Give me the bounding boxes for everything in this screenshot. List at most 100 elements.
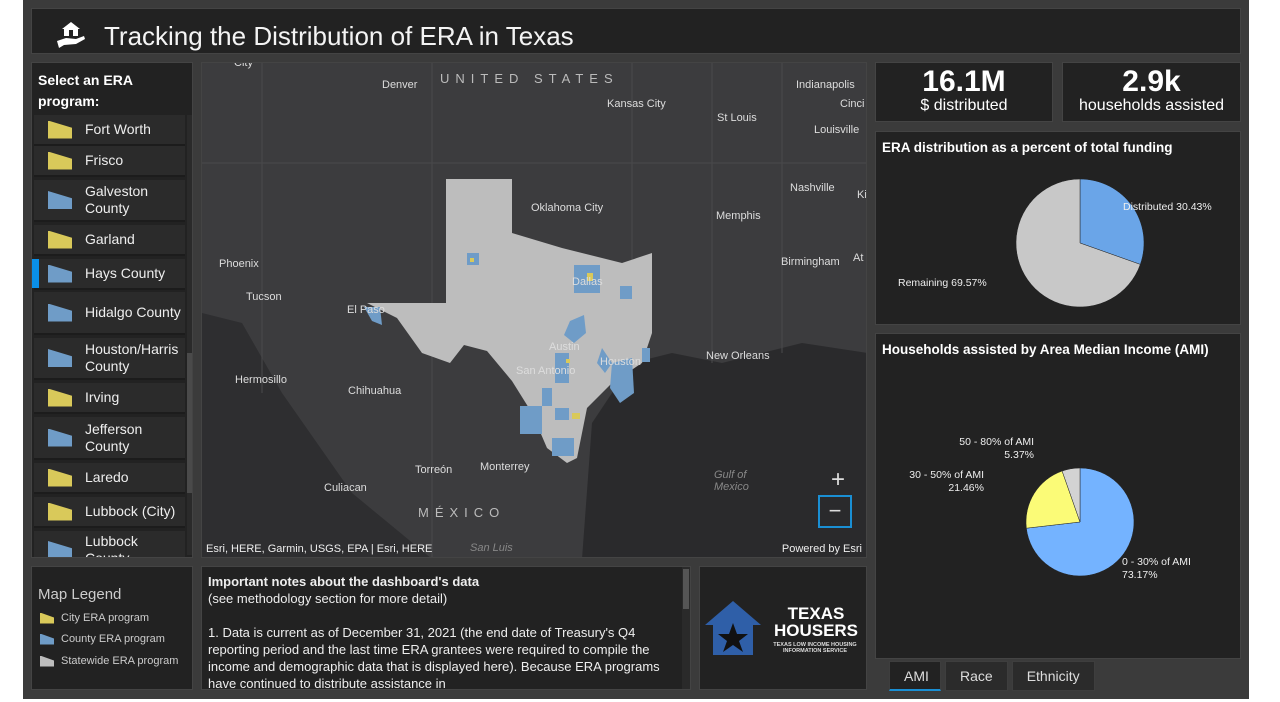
tab-ami[interactable]: AMI: [889, 661, 941, 691]
county-symbol-icon: [48, 541, 72, 557]
map-label-houston: Houston: [600, 356, 641, 368]
county-symbol-icon: [48, 264, 72, 283]
program-label: Frisco: [85, 152, 124, 168]
zoom-out-button[interactable]: −: [818, 495, 852, 528]
program-item[interactable]: Jefferson County: [34, 417, 185, 460]
header: Tracking the Distribution of ERA in Texa…: [31, 8, 1241, 54]
map-label-st-louis: St Louis: [717, 112, 757, 124]
city-symbol-icon: [48, 120, 72, 139]
program-item[interactable]: Fort Worth: [34, 115, 185, 146]
pie-label-0-30: 0 - 30% of AMI 73.17%: [1122, 556, 1191, 581]
program-label: Laredo: [85, 469, 129, 485]
pie-slice-30-50-of-ami[interactable]: [1025, 470, 1081, 529]
distribution-pie: [1015, 178, 1145, 308]
map-label-us: UNITED STATES: [440, 71, 619, 86]
map-label-cinci: Cinci: [840, 98, 865, 110]
program-list-heading: Select an ERA program:: [38, 72, 133, 109]
tab-ethnicity[interactable]: Ethnicity: [1011, 661, 1095, 691]
map-label-torreon: Torreón: [415, 464, 453, 476]
pie-label-distributed: Distributed 30.43%: [1123, 201, 1212, 213]
tab-race[interactable]: Race: [945, 661, 1008, 691]
program-label: Hays County: [85, 265, 166, 281]
map-label-memphis: Memphis: [716, 210, 761, 222]
notes-panel: Important notes about the dashboard's da…: [201, 566, 691, 690]
map-label-mexico: MÉXICO: [418, 505, 506, 520]
county-symbol-icon: [48, 428, 72, 447]
program-item[interactable]: Laredo: [34, 463, 185, 494]
map-label-city-top: City: [234, 62, 253, 69]
county-symbol-icon: [48, 191, 72, 209]
map-label-hermosillo: Hermosillo: [235, 374, 287, 386]
program-item[interactable]: Galveston County: [34, 180, 185, 222]
legend-county: County ERA program: [40, 633, 165, 645]
pie-slice-remaining[interactable]: [1015, 178, 1141, 308]
county-symbol-icon: [40, 633, 54, 645]
texas-housers-logo[interactable]: TEXAS HOUSERS TEXAS LOW INCOME HOUSING IN…: [699, 566, 867, 690]
program-item[interactable]: Irving: [34, 383, 185, 414]
program-list: Select an ERA program: Fort Worth Frisco G…: [31, 62, 193, 558]
scrollbar-thumb[interactable]: [187, 353, 192, 493]
map-label-ki: Ki: [857, 189, 867, 201]
distributed-value: 16.1M: [922, 65, 1006, 98]
households-value: 2.9k: [1122, 65, 1181, 98]
map-attribution[interactable]: Esri, HERE, Garmin, USGS, EPA | Esri, HE…: [206, 543, 433, 555]
county-symbol-icon: [48, 303, 72, 322]
map-label-gulf: Gulf of Mexico: [714, 469, 749, 493]
map-label-austin: Austin: [549, 341, 580, 353]
program-label: Irving: [85, 389, 120, 405]
program-item[interactable]: Lubbock (City): [34, 497, 185, 528]
map-label-louisville: Louisville: [814, 124, 860, 136]
statewide-symbol-icon: [40, 655, 54, 667]
map[interactable]: UNITED STATES MÉXICO Denver Kansas City St L…: [201, 62, 867, 558]
map-label-at: At: [853, 252, 864, 264]
program-label: Hidalgo County: [85, 304, 181, 320]
dashboard: Tracking the Distribution of ERA in Texa…: [23, 0, 1249, 699]
map-label-culiacan: Culiacan: [324, 482, 367, 494]
legend-title: Map Legend: [38, 586, 122, 603]
notes-subtitle: (see methodology section for more detail…: [208, 591, 448, 606]
chart-title: ERA distribution as a percent of total f…: [882, 140, 1173, 155]
ami-chart-panel: Households assisted by Area Median Incom…: [875, 333, 1241, 659]
zoom-in-button[interactable]: +: [830, 466, 845, 493]
map-label-phoenix: Phoenix: [219, 258, 259, 270]
program-item[interactable]: Frisco: [34, 146, 185, 177]
program-item[interactable]: Hays County: [32, 259, 185, 290]
map-legend: Map Legend City ERA program County ERA p…: [31, 566, 193, 690]
map-label-chihuahua: Chihuahua: [348, 385, 402, 397]
scrollbar[interactable]: [187, 115, 192, 555]
stat-households: 2.9k households assisted: [1062, 62, 1241, 122]
program-label: Fort Worth: [85, 121, 151, 137]
notes-scrollbar-thumb[interactable]: [683, 569, 689, 609]
notes-title: Important notes about the dashboard's da…: [208, 574, 480, 589]
map-label-dallas: Dallas: [572, 276, 603, 288]
pie-slice-distributed[interactable]: [1079, 178, 1145, 265]
program-item[interactable]: Lubbock County: [34, 531, 185, 557]
legend-statewide: Statewide ERA program: [40, 655, 178, 667]
chart-tabs: AMI Race Ethnicity: [889, 661, 1095, 693]
program-item[interactable]: Houston/Harris County: [34, 338, 185, 380]
program-label: Lubbock (City): [85, 503, 176, 519]
ami-pie: [1025, 467, 1135, 577]
powered-by-esri[interactable]: Powered by Esri: [781, 543, 862, 555]
map-label-birmingham: Birmingham: [781, 256, 840, 268]
notes-body: 1. Data is current as of December 31, 20…: [208, 625, 660, 690]
city-symbol-icon: [48, 468, 72, 487]
program-label: Jefferson County: [85, 420, 143, 454]
distribution-chart-panel: ERA distribution as a percent of total f…: [875, 131, 1241, 325]
legend-city: City ERA program: [40, 612, 149, 624]
program-label: Galveston County: [85, 183, 149, 216]
map-label-nashville: Nashville: [790, 182, 835, 194]
notes-scrollbar[interactable]: [682, 567, 690, 689]
distributed-label: $ distributed: [920, 97, 1008, 114]
program-label: Garland: [85, 231, 135, 247]
map-label-kansas-city: Kansas City: [607, 98, 666, 110]
pie-label-remaining: Remaining 69.57%: [898, 277, 987, 289]
program-item[interactable]: Garland: [34, 225, 185, 256]
households-label: households assisted: [1079, 97, 1224, 114]
pie-slice-50-80-of-ami[interactable]: [1061, 467, 1081, 523]
page-title: Tracking the Distribution of ERA in Texa…: [104, 21, 574, 51]
map-label-el-paso: El Paso: [347, 304, 385, 316]
program-item[interactable]: Hidalgo County: [34, 292, 185, 335]
city-symbol-icon: [48, 502, 72, 521]
county-programs: [364, 253, 650, 456]
